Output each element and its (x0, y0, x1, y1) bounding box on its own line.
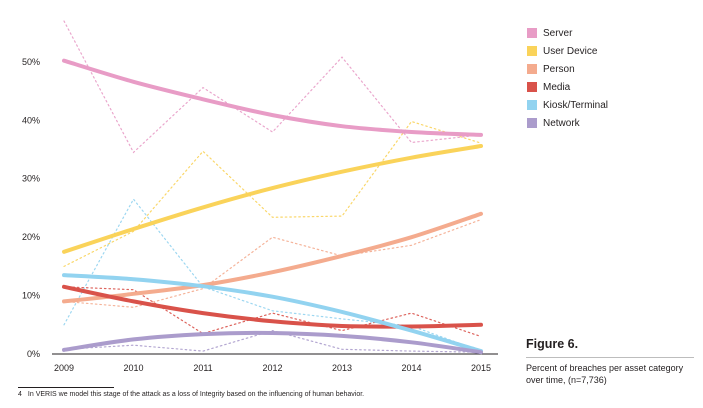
y-tick-label: 40% (22, 115, 40, 125)
series-actual-server (63, 20, 482, 154)
y-tick-label: 10% (22, 291, 40, 301)
legend-label: Media (543, 81, 571, 93)
x-tick-label: 2010 (123, 363, 143, 373)
legend-item-user-device: User Device (527, 42, 608, 60)
y-tick-label: 30% (22, 174, 40, 184)
figure-description: Percent of breaches per asset category o… (526, 363, 684, 385)
y-tick-label: 20% (22, 232, 40, 242)
series-trend-person (62, 211, 483, 304)
series-actual-media (63, 286, 482, 338)
footnote-text: In VERIS we model this stage of the atta… (27, 391, 365, 398)
legend-item-person: Person (527, 60, 608, 78)
series-trend-media (62, 284, 483, 329)
figure-caption: Figure 6. Percent of breaches per asset … (526, 337, 696, 386)
x-tick-label: 2012 (262, 363, 282, 373)
x-tick-label: 2015 (471, 363, 491, 373)
legend-label: Server (543, 27, 573, 39)
legend-label: Kiosk/Terminal (543, 99, 609, 111)
x-tick-label: 2011 (193, 363, 212, 373)
legend-swatch (527, 64, 537, 74)
legend-swatch (527, 100, 537, 110)
legend-item-media: Media (527, 78, 608, 96)
legend-label: Person (543, 63, 575, 75)
line-chart: 0% 10% 20% 30% 40% 50% 2009 2010 2011 2012 2013 20… (22, 20, 498, 373)
series-trend-network (62, 330, 483, 355)
y-tick-label: 0% (27, 349, 40, 359)
x-tick-label: 2014 (401, 363, 421, 373)
caption-divider (526, 357, 694, 358)
legend-swatch (527, 82, 537, 92)
footnote-number: 4 (18, 391, 22, 398)
legend-swatch (527, 28, 537, 38)
x-tick-label: 2013 (332, 363, 352, 373)
legend-label: User Device (543, 45, 598, 57)
legend-swatch (527, 46, 537, 56)
series-trend-user-device (62, 144, 483, 254)
footnote: 4 In VERIS we model this stage of the att… (18, 391, 364, 398)
legend-item-network: Network (527, 114, 608, 132)
x-tick-label: 2009 (54, 363, 74, 373)
series-actual-user-device (63, 120, 482, 267)
series-actual-person (63, 219, 482, 308)
legend-label: Network (543, 117, 580, 129)
footnote-divider (18, 387, 114, 388)
legend-item-server: Server (527, 24, 608, 42)
legend-swatch (527, 118, 537, 128)
legend: Server User Device Person Media Kiosk/Termin… (527, 24, 608, 132)
y-tick-label: 50% (22, 57, 40, 67)
series-trend-kiosk-terminal (62, 273, 483, 354)
series-actual-network (63, 329, 482, 353)
legend-item-kiosk-terminal: Kiosk/Terminal (527, 96, 608, 114)
figure-title: Figure 6. (526, 337, 579, 351)
series-trend-server (62, 58, 483, 137)
